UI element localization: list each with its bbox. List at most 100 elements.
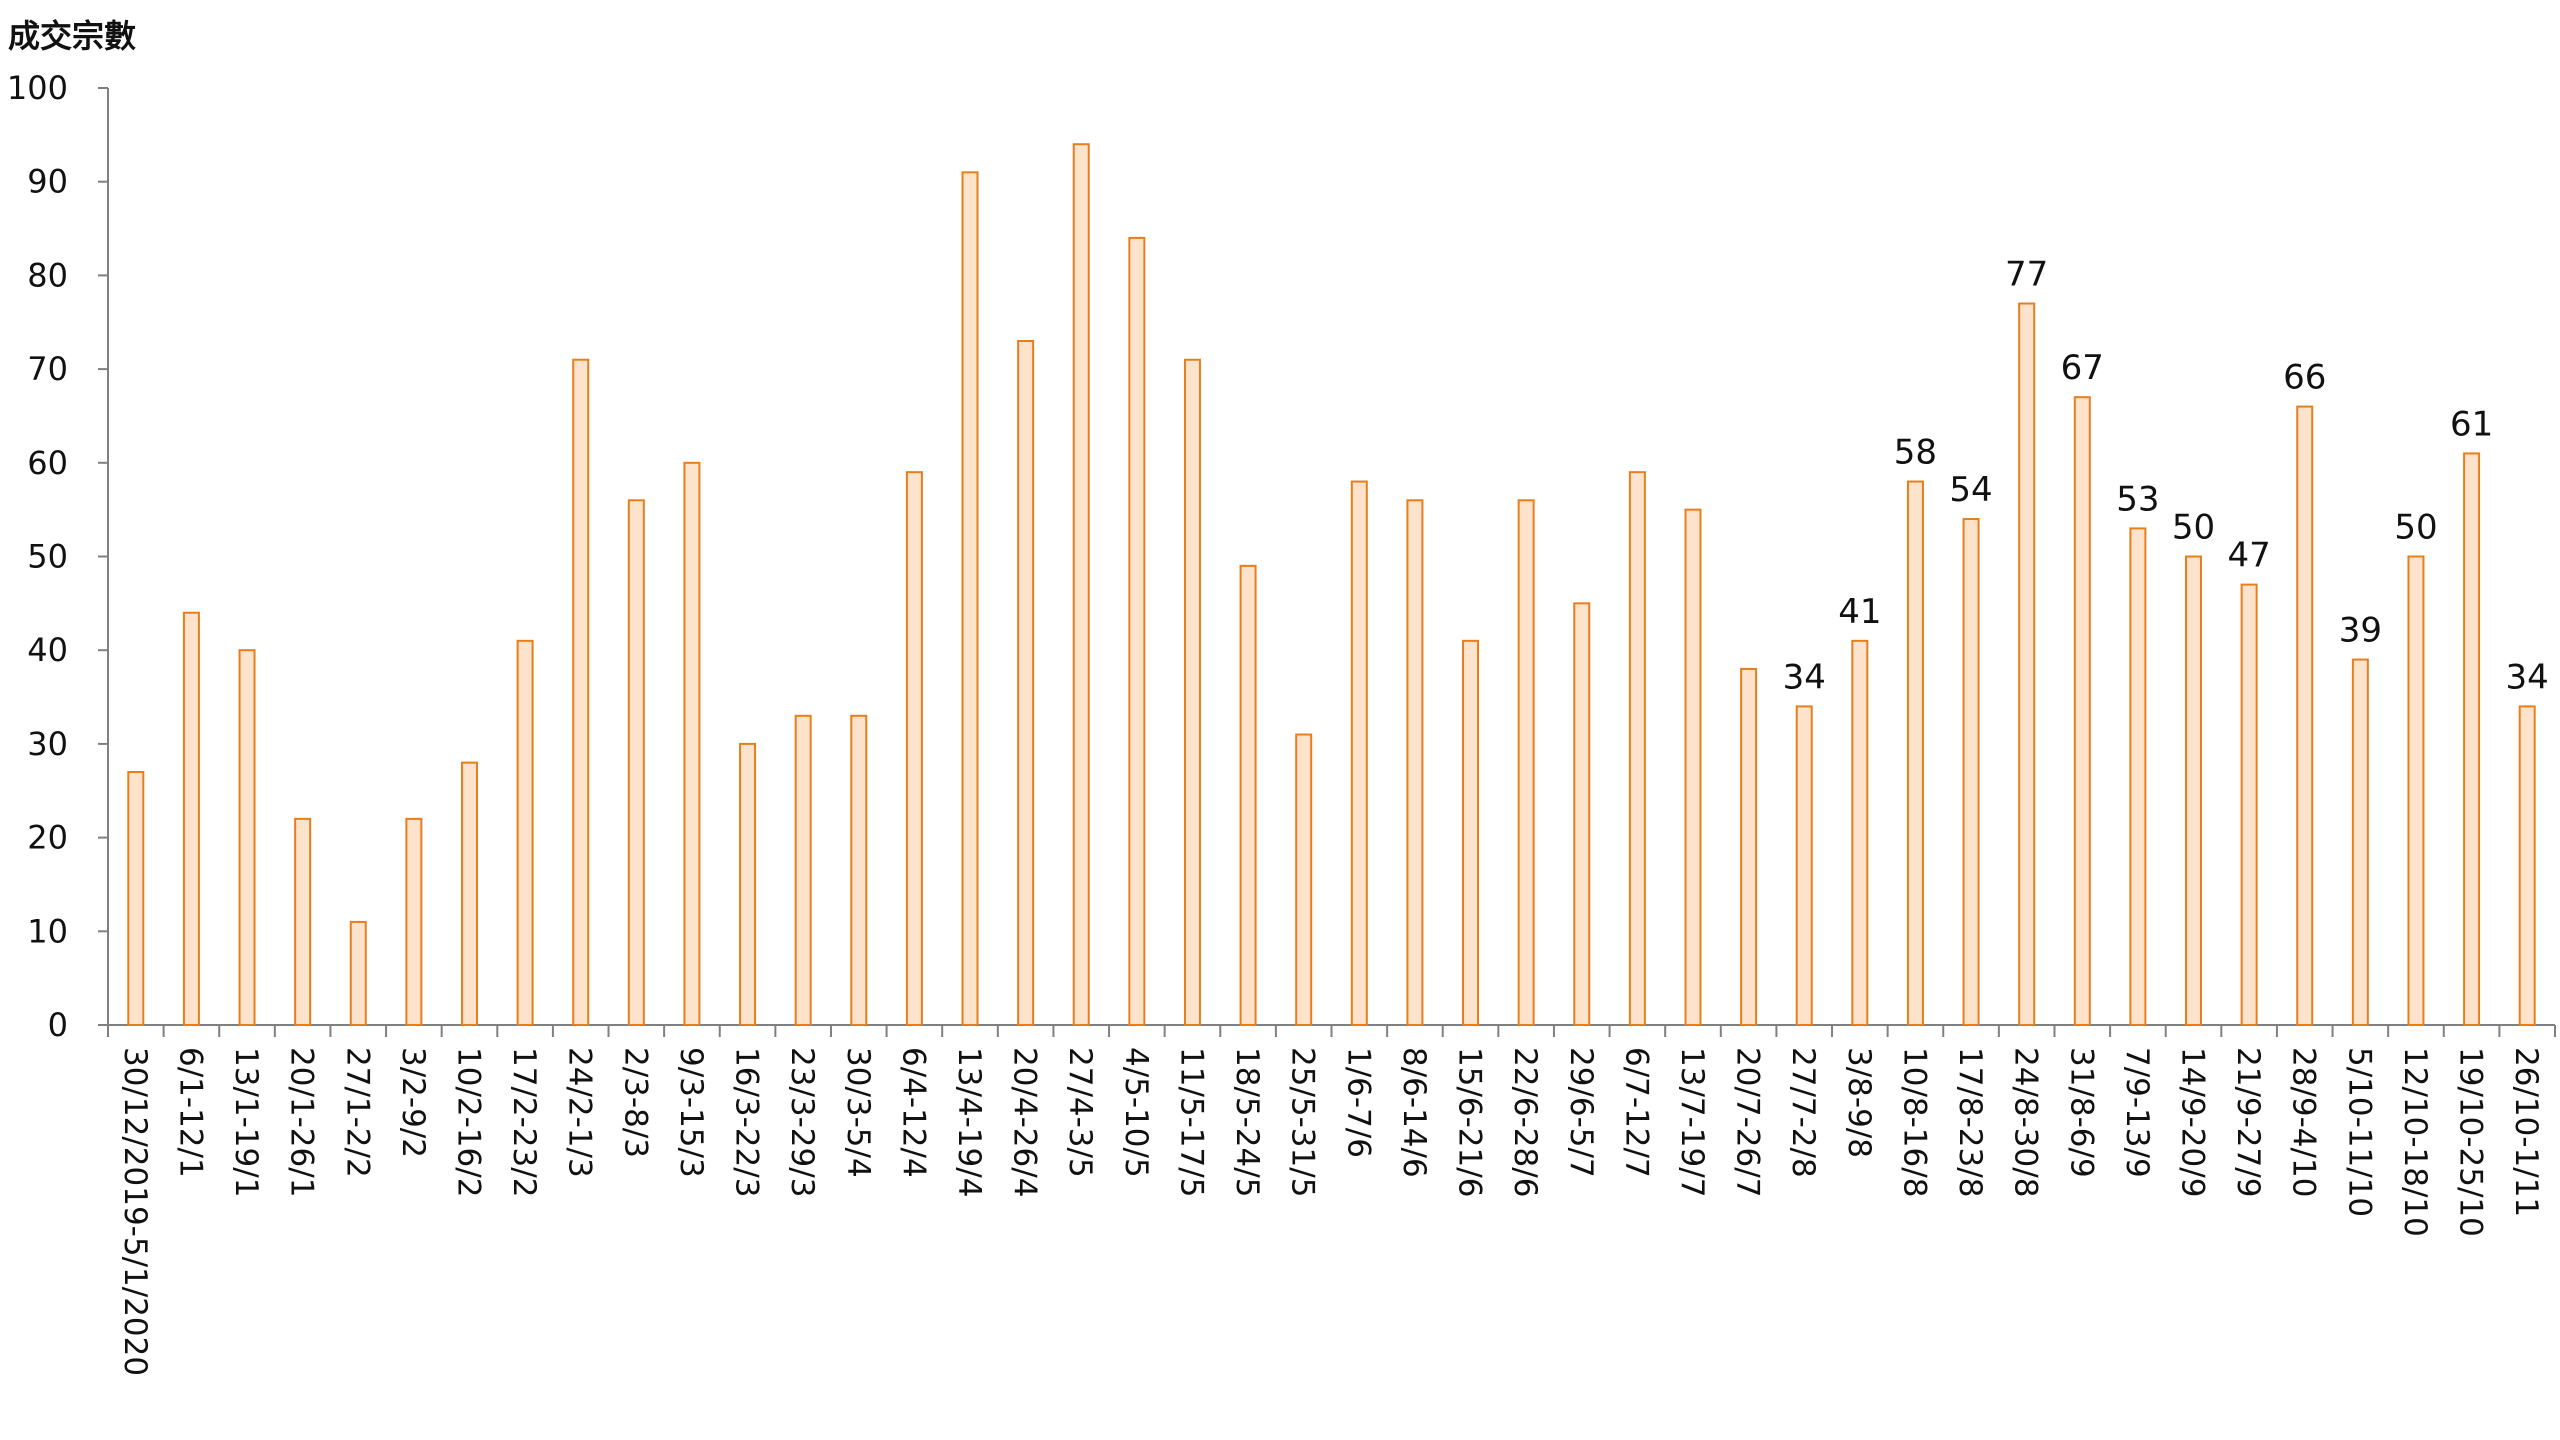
data-label: 61 — [2450, 404, 2493, 444]
x-tick-label: 20/1-26/1 — [284, 1047, 320, 1197]
y-tick-label: 70 — [27, 350, 68, 388]
bar — [1740, 667, 1758, 1026]
bar — [182, 611, 200, 1026]
data-label: 50 — [2394, 508, 2437, 548]
bar — [1017, 339, 1035, 1026]
y-tick-label: 60 — [27, 444, 68, 482]
data-label: 58 — [1894, 433, 1937, 473]
x-tick-label: 20/7-26/7 — [1730, 1047, 1766, 1197]
x-tick-label: 13/4-19/4 — [951, 1047, 987, 1197]
bar — [1962, 518, 1980, 1027]
data-label: 66 — [2283, 358, 2326, 398]
bar — [1684, 508, 1702, 1026]
x-tick-label: 30/3-5/4 — [840, 1047, 876, 1178]
x-tick-label: 29/6-5/7 — [1563, 1047, 1599, 1178]
x-tick-label: 18/5-24/5 — [1229, 1047, 1265, 1197]
x-tick-label: 25/5-31/5 — [1285, 1047, 1321, 1197]
x-tick-label: 4/5-10/5 — [1118, 1047, 1154, 1178]
x-tick-label: 27/1-2/2 — [339, 1047, 375, 1178]
bar — [2463, 452, 2481, 1026]
bar — [2129, 527, 2147, 1026]
bar — [1851, 639, 1869, 1027]
x-tick-label: 14/9-20/9 — [2175, 1047, 2211, 1197]
bar — [1906, 480, 1924, 1027]
x-tick-label: 27/4-3/5 — [1062, 1047, 1098, 1178]
bar — [349, 920, 367, 1026]
data-label: 53 — [2116, 479, 2159, 519]
x-tick-label: 24/2-1/3 — [562, 1047, 598, 1178]
bar — [2185, 555, 2203, 1026]
bar — [683, 461, 701, 1026]
data-label: 77 — [2005, 255, 2048, 295]
x-tick-label: 11/5-17/5 — [1173, 1047, 1209, 1197]
bar — [1795, 705, 1813, 1026]
data-label: 41 — [1838, 592, 1881, 632]
bar — [1573, 602, 1591, 1026]
x-tick-label: 21/9-27/9 — [2230, 1047, 2266, 1197]
bar — [1128, 236, 1146, 1027]
x-tick-label: 16/3-22/3 — [729, 1047, 765, 1197]
x-tick-label: 22/6-28/6 — [1507, 1047, 1543, 1197]
data-label: 34 — [1783, 657, 1826, 697]
x-tick-label: 26/10-1/11 — [2508, 1047, 2544, 1217]
bar — [572, 358, 590, 1027]
bar — [1462, 639, 1480, 1027]
bar — [2296, 405, 2314, 1026]
x-tick-label: 6/1-12/1 — [172, 1047, 208, 1178]
x-tick-label: 27/7-2/8 — [1785, 1047, 1821, 1178]
x-tick-label: 17/8-23/8 — [1952, 1047, 1988, 1197]
y-axis-title: 成交宗數 — [8, 17, 136, 55]
y-tick-label: 10 — [27, 912, 68, 950]
data-label: 67 — [2061, 348, 2104, 388]
y-tick-label: 90 — [27, 163, 68, 201]
data-label: 50 — [2172, 508, 2215, 548]
bar — [961, 171, 979, 1026]
x-tick-label: 15/6-21/6 — [1452, 1047, 1488, 1197]
x-tick-label: 28/9-4/10 — [2286, 1047, 2322, 1197]
bar — [238, 649, 256, 1026]
y-tick-label: 50 — [27, 538, 68, 576]
bar — [2351, 658, 2369, 1026]
x-tick-label: 17/2-23/2 — [506, 1047, 542, 1197]
bar — [1406, 499, 1424, 1026]
bar — [127, 771, 145, 1027]
y-tick-label: 0 — [48, 1006, 68, 1044]
data-label: 47 — [2227, 536, 2270, 576]
x-tick-label: 13/1-19/1 — [228, 1047, 264, 1197]
x-tick-label: 12/10-18/10 — [2397, 1047, 2433, 1237]
bar — [2073, 396, 2091, 1026]
x-tick-label: 1/6-7/6 — [1340, 1047, 1376, 1158]
x-tick-label: 10/2-16/2 — [450, 1047, 486, 1197]
bar — [739, 742, 757, 1027]
data-label: 54 — [1949, 470, 1992, 510]
data-label: 34 — [2506, 657, 2549, 697]
x-tick-label: 3/8-9/8 — [1841, 1047, 1877, 1158]
x-tick-label: 23/3-29/3 — [784, 1047, 820, 1197]
y-tick-label: 80 — [27, 256, 68, 294]
x-tick-label: 3/2-9/2 — [395, 1047, 431, 1158]
y-tick-label: 20 — [27, 819, 68, 857]
x-tick-label: 8/6-14/6 — [1396, 1047, 1432, 1178]
y-tick-label: 100 — [7, 69, 68, 107]
data-label: 39 — [2339, 611, 2382, 651]
bar — [294, 817, 312, 1026]
x-tick-label: 10/8-16/8 — [1896, 1047, 1932, 1197]
bar — [2407, 555, 2425, 1026]
bar — [2518, 705, 2536, 1026]
bar — [1350, 480, 1368, 1027]
y-tick-label: 30 — [27, 725, 68, 763]
x-tick-label: 24/8-30/8 — [2008, 1047, 2044, 1197]
bar — [794, 714, 812, 1026]
bar — [1295, 733, 1313, 1027]
bar — [516, 639, 534, 1027]
x-tick-label: 2/3-8/3 — [617, 1047, 653, 1158]
bar — [627, 499, 645, 1026]
x-tick-label: 13/7-19/7 — [1674, 1047, 1710, 1197]
bar — [460, 761, 478, 1026]
bar — [2018, 302, 2036, 1026]
x-tick-label: 6/7-12/7 — [1618, 1047, 1654, 1178]
bar — [1239, 564, 1257, 1026]
x-tick-label: 31/8-6/9 — [2063, 1047, 2099, 1178]
